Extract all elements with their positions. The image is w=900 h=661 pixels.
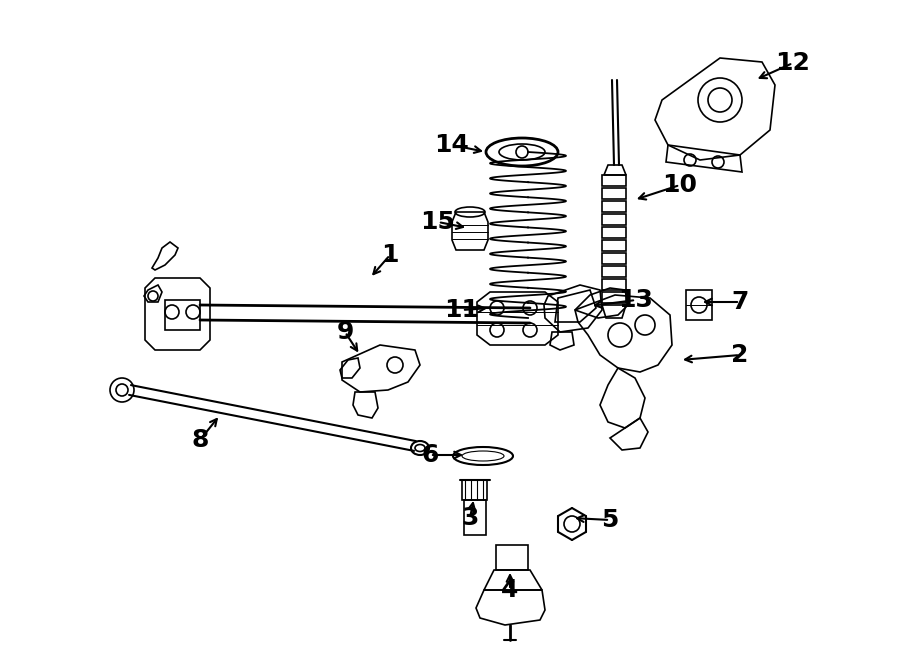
Text: 8: 8 xyxy=(192,428,209,452)
Text: 10: 10 xyxy=(662,173,698,197)
Text: 2: 2 xyxy=(732,343,749,367)
Text: 11: 11 xyxy=(445,298,480,322)
Text: 5: 5 xyxy=(601,508,618,532)
Text: 6: 6 xyxy=(421,443,438,467)
Text: 13: 13 xyxy=(618,288,653,312)
Text: 4: 4 xyxy=(501,578,518,602)
Text: 1: 1 xyxy=(382,243,399,267)
Text: 9: 9 xyxy=(337,320,354,344)
Text: 12: 12 xyxy=(776,51,810,75)
Text: 3: 3 xyxy=(462,506,479,530)
Text: 14: 14 xyxy=(435,133,470,157)
Text: 7: 7 xyxy=(732,290,749,314)
Text: 15: 15 xyxy=(420,210,455,234)
